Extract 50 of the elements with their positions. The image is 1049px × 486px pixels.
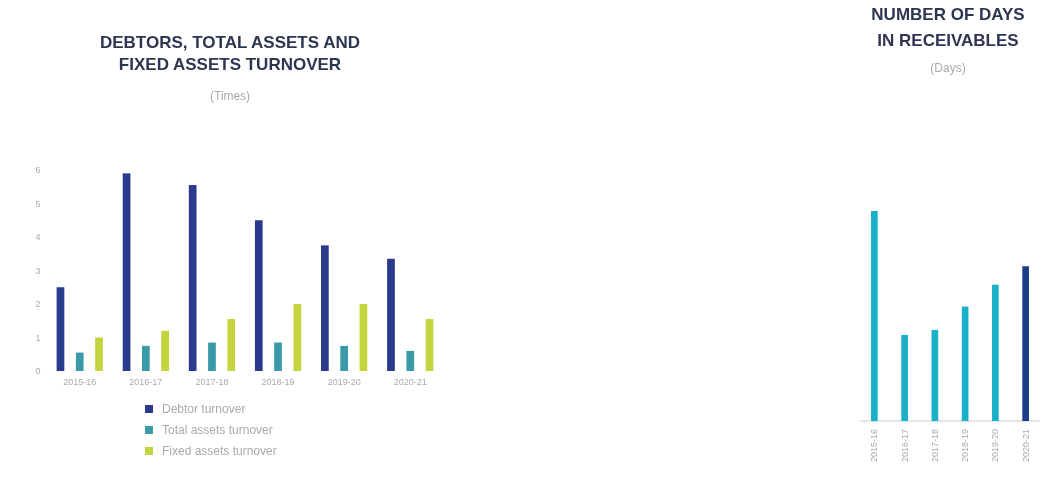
y-tick-label: 1	[35, 332, 41, 343]
bar	[387, 258, 395, 371]
bar	[871, 211, 878, 421]
bar	[141, 345, 150, 371]
bar	[901, 334, 908, 421]
bar	[293, 304, 302, 371]
legend-label: Total assets turnover	[162, 423, 273, 437]
bar	[274, 342, 282, 371]
x-tick-label: 2019-20	[990, 429, 1001, 463]
chart-title: NUMBER OF DAYS IN RECEIVABLES	[871, 5, 1025, 50]
legend-label: Debtor turnover	[162, 402, 246, 416]
bar	[161, 330, 169, 371]
chart-subtitle: (Days)	[930, 61, 966, 75]
x-tick-label: 2017-18	[195, 377, 229, 387]
bar	[95, 337, 103, 371]
chart-subtitle: (Times)	[209, 89, 251, 103]
x-tick-label: 2017-18	[929, 429, 940, 463]
bar	[208, 342, 216, 371]
bar	[406, 350, 415, 371]
y-tick-label: 3	[35, 265, 41, 276]
bar	[992, 284, 999, 421]
bar	[254, 220, 263, 371]
x-tick-label: 2019-20	[327, 377, 361, 387]
bar	[931, 329, 939, 421]
bar	[321, 245, 329, 371]
x-tick-label: 2015-16	[63, 377, 97, 387]
bar	[359, 304, 368, 371]
x-tick-label: 2018-19	[261, 377, 295, 387]
chart-title: DEBTORS, TOTAL ASSETS AND FIXED ASSETS TURNOVER	[99, 33, 361, 74]
y-tick-label: 2	[35, 299, 41, 309]
bar	[56, 287, 65, 371]
legend-label: Fixed assets turnover	[162, 444, 277, 458]
x-tick-label: 2016-17	[899, 429, 910, 463]
x-tick-label: 2018-19	[960, 429, 971, 463]
bar	[961, 306, 969, 421]
y-tick-label: 0	[35, 366, 41, 376]
bar	[75, 352, 84, 371]
x-tick-label: 2015-16	[869, 429, 880, 463]
y-tick-label: 4	[35, 232, 41, 242]
y-tick-label: 6	[35, 165, 41, 175]
bar	[425, 319, 434, 371]
bar	[122, 173, 131, 371]
bar	[188, 185, 197, 371]
bar	[227, 319, 236, 371]
bar	[340, 345, 349, 371]
x-tick-label: 2016-17	[129, 377, 163, 387]
bar	[1022, 266, 1029, 421]
y-tick-label: 5	[35, 198, 41, 209]
x-tick-label: 2020-21	[1020, 429, 1031, 463]
x-tick-label: 2020-21	[393, 377, 427, 387]
